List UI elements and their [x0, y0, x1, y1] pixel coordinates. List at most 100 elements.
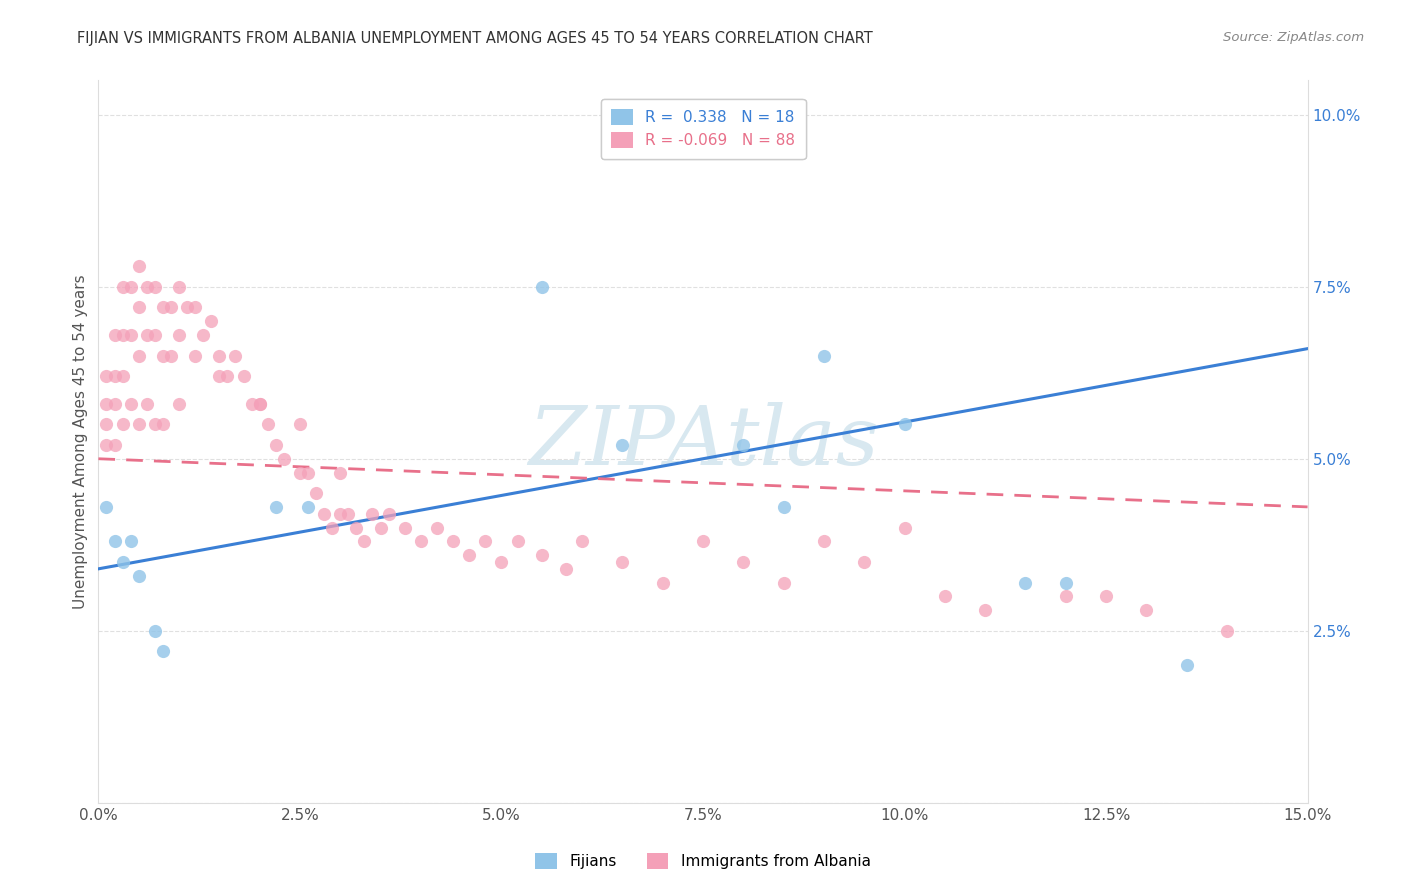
Point [474, 534, 496, 549]
Point [651, 575, 673, 590]
Point [128, 301, 150, 315]
Text: ZIPAtlas: ZIPAtlas [527, 401, 879, 482]
Point [441, 534, 464, 549]
Point [103, 369, 125, 384]
Point [530, 279, 553, 293]
Point [96, 417, 118, 432]
Point [893, 520, 915, 534]
Point [353, 534, 375, 549]
Point [321, 520, 343, 534]
Point [1135, 603, 1157, 617]
Point [264, 438, 287, 452]
Point [361, 507, 384, 521]
Point [152, 301, 174, 315]
Point [128, 568, 150, 582]
Point [152, 644, 174, 658]
Point [1014, 575, 1036, 590]
Point [853, 555, 876, 569]
Point [1175, 658, 1198, 673]
Point [506, 534, 529, 549]
Point [111, 417, 134, 432]
Point [297, 500, 319, 514]
Point [143, 327, 166, 342]
Point [692, 534, 714, 549]
Point [224, 349, 246, 363]
Y-axis label: Unemployment Among Ages 45 to 54 years: Unemployment Among Ages 45 to 54 years [73, 274, 89, 609]
Point [143, 624, 166, 638]
Point [103, 397, 125, 411]
Point [152, 417, 174, 432]
Point [135, 279, 157, 293]
Point [240, 397, 263, 411]
Point [120, 397, 142, 411]
Point [555, 562, 578, 576]
Point [394, 520, 416, 534]
Point [167, 327, 190, 342]
Point [314, 507, 336, 521]
Legend: Fijians, Immigrants from Albania: Fijians, Immigrants from Albania [529, 847, 877, 875]
Point [160, 301, 183, 315]
Point [426, 520, 449, 534]
Point [103, 438, 125, 452]
Point [193, 327, 215, 342]
Point [329, 466, 352, 480]
Point [200, 314, 222, 328]
Point [143, 279, 166, 293]
Point [217, 369, 239, 384]
Point [120, 327, 142, 342]
Point [273, 451, 295, 466]
Point [143, 417, 166, 432]
Point [571, 534, 593, 549]
Point [1054, 590, 1077, 604]
Point [409, 534, 432, 549]
Point [160, 349, 183, 363]
Point [96, 438, 118, 452]
Point [135, 397, 157, 411]
Point [249, 397, 271, 411]
Point [264, 500, 287, 514]
Point [96, 500, 118, 514]
Point [733, 438, 755, 452]
Text: FIJIAN VS IMMIGRANTS FROM ALBANIA UNEMPLOYMENT AMONG AGES 45 TO 54 YEARS CORRELA: FIJIAN VS IMMIGRANTS FROM ALBANIA UNEMPL… [77, 31, 873, 46]
Point [530, 548, 553, 562]
Point [305, 486, 328, 500]
Point [120, 534, 142, 549]
Point [813, 534, 835, 549]
Point [1054, 575, 1077, 590]
Point [96, 397, 118, 411]
Point [893, 417, 915, 432]
Point [103, 534, 125, 549]
Point [1095, 590, 1118, 604]
Point [232, 369, 254, 384]
Point [458, 548, 481, 562]
Point [176, 301, 198, 315]
Point [111, 327, 134, 342]
Point [120, 279, 142, 293]
Point [111, 555, 134, 569]
Point [813, 349, 835, 363]
Point [329, 507, 352, 521]
Point [111, 369, 134, 384]
Point [167, 397, 190, 411]
Point [612, 438, 634, 452]
Point [934, 590, 956, 604]
Point [184, 301, 207, 315]
Point [184, 349, 207, 363]
Point [208, 369, 231, 384]
Point [772, 500, 794, 514]
Point [337, 507, 360, 521]
Point [288, 417, 311, 432]
Point [1216, 624, 1239, 638]
Point [491, 555, 513, 569]
Point [297, 466, 319, 480]
Point [208, 349, 231, 363]
Point [288, 466, 311, 480]
Point [377, 507, 399, 521]
Point [128, 417, 150, 432]
Point [152, 349, 174, 363]
Point [370, 520, 392, 534]
Point [167, 279, 190, 293]
Point [103, 327, 125, 342]
Point [111, 279, 134, 293]
Point [772, 575, 794, 590]
